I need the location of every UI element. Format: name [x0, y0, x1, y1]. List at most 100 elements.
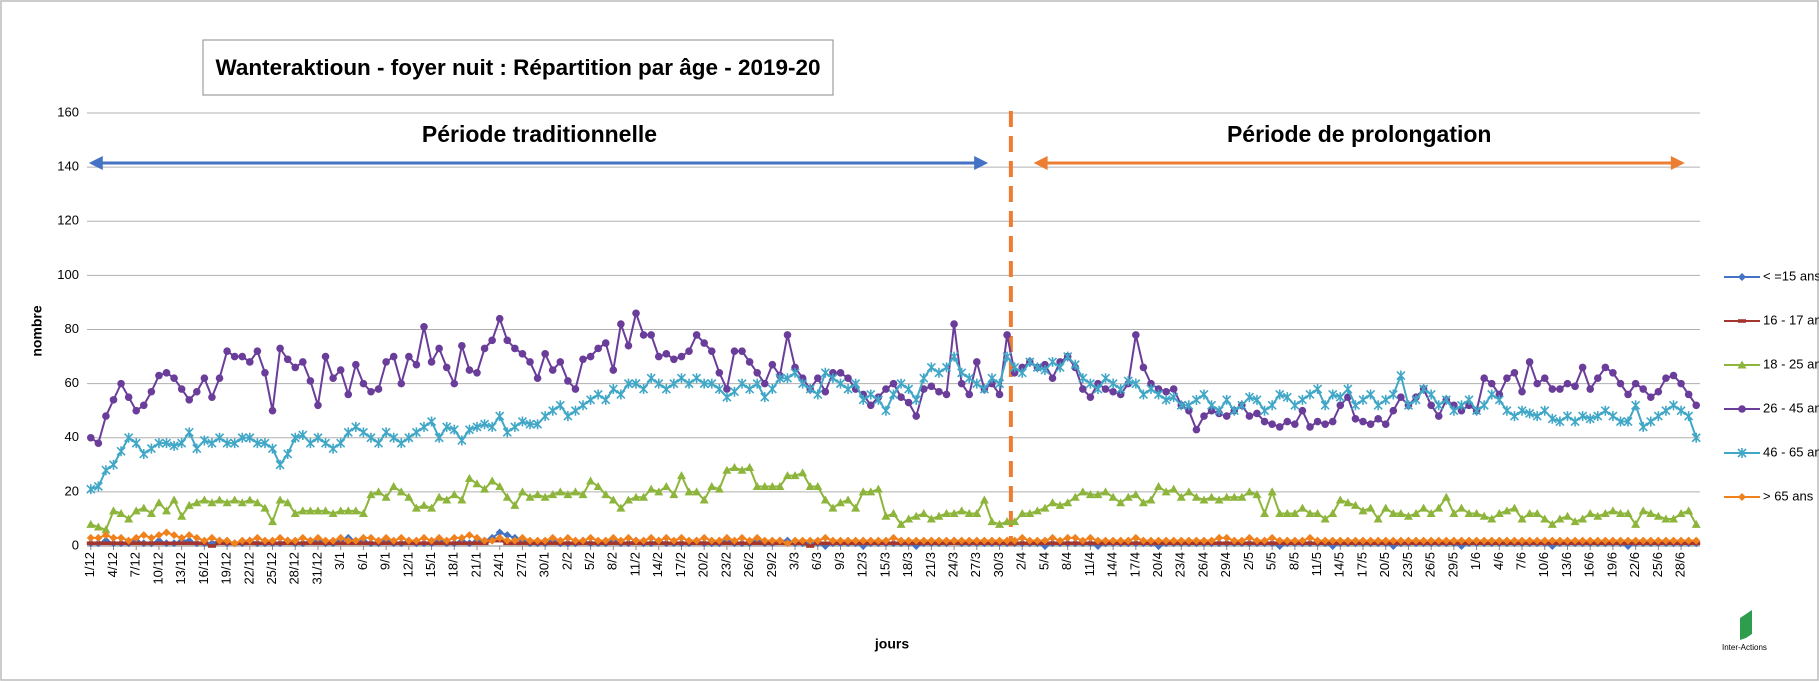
x-tick-label: 17/4	[1127, 552, 1142, 577]
point	[1411, 509, 1421, 518]
point	[1002, 351, 1012, 362]
point	[1222, 541, 1231, 546]
point	[1366, 503, 1376, 512]
point	[699, 378, 709, 389]
point	[525, 492, 535, 501]
point	[866, 487, 876, 496]
point	[874, 536, 883, 545]
point	[927, 382, 936, 391]
point	[1321, 420, 1329, 429]
point	[1540, 405, 1550, 416]
point	[957, 367, 967, 378]
point	[169, 495, 179, 504]
point	[397, 533, 406, 542]
point	[458, 341, 466, 350]
point	[116, 446, 126, 457]
point	[1306, 541, 1315, 546]
point	[1373, 514, 1383, 523]
point	[586, 352, 595, 361]
point	[791, 363, 799, 372]
point	[427, 358, 436, 366]
point	[185, 541, 194, 546]
point	[442, 363, 451, 372]
point	[768, 360, 777, 369]
x-tick-label: 9/1	[378, 552, 393, 570]
point	[1335, 392, 1345, 403]
point	[101, 541, 110, 546]
point	[1032, 362, 1042, 373]
x-tick-label: 6/3	[809, 552, 824, 570]
point	[1449, 509, 1459, 518]
point	[1283, 536, 1292, 545]
point	[1185, 406, 1193, 415]
point	[343, 506, 353, 515]
point	[1260, 509, 1270, 518]
x-tick-label: 23/5	[1400, 552, 1415, 577]
point	[1222, 412, 1231, 420]
point	[1389, 406, 1398, 415]
point	[579, 536, 588, 545]
point	[1691, 432, 1701, 443]
point	[866, 536, 875, 545]
point	[1191, 394, 1201, 405]
point	[1562, 411, 1573, 422]
point	[1282, 509, 1292, 518]
point	[1260, 405, 1270, 416]
point	[616, 389, 626, 400]
point	[813, 536, 822, 545]
point	[1161, 487, 1171, 496]
point	[86, 533, 95, 542]
x-tick-label: 29/4	[1218, 552, 1233, 577]
point	[162, 506, 172, 515]
point	[1464, 394, 1474, 405]
point	[1350, 400, 1361, 411]
point	[1116, 536, 1125, 545]
point	[1654, 387, 1663, 396]
point	[972, 536, 981, 545]
point	[753, 541, 762, 546]
point	[1109, 536, 1118, 545]
point	[541, 536, 550, 545]
point	[1139, 536, 1148, 545]
point	[1162, 387, 1170, 396]
point	[548, 490, 558, 499]
point	[821, 387, 830, 396]
point	[276, 533, 285, 542]
point	[373, 438, 384, 449]
point	[124, 393, 133, 401]
point	[1109, 387, 1117, 396]
point	[86, 484, 96, 495]
point	[215, 536, 224, 545]
point	[1002, 517, 1012, 526]
point	[1502, 536, 1511, 545]
point	[1040, 365, 1050, 376]
point	[1426, 389, 1436, 400]
y-tick-label: 160	[57, 104, 79, 119]
point	[1661, 514, 1671, 523]
point	[1229, 405, 1239, 416]
point	[700, 541, 709, 546]
x-tick-label: 7/12	[128, 552, 143, 577]
point	[283, 536, 292, 545]
point	[1245, 412, 1254, 420]
title-box	[202, 39, 834, 96]
point	[1207, 406, 1216, 415]
point	[987, 536, 996, 545]
point	[1086, 393, 1095, 401]
point	[1412, 536, 1421, 545]
y-tick-label: 140	[57, 159, 79, 174]
x-tick-label: 25/12	[264, 552, 279, 585]
point	[434, 432, 444, 443]
x-tick-label: 4/6	[1491, 552, 1506, 570]
point	[738, 533, 747, 542]
point	[1684, 390, 1693, 399]
point	[1313, 536, 1322, 545]
point	[1555, 416, 1565, 427]
point	[177, 533, 186, 542]
point	[1343, 536, 1352, 545]
point	[132, 406, 141, 415]
point	[775, 536, 784, 545]
point	[632, 309, 640, 318]
point	[1214, 495, 1224, 504]
